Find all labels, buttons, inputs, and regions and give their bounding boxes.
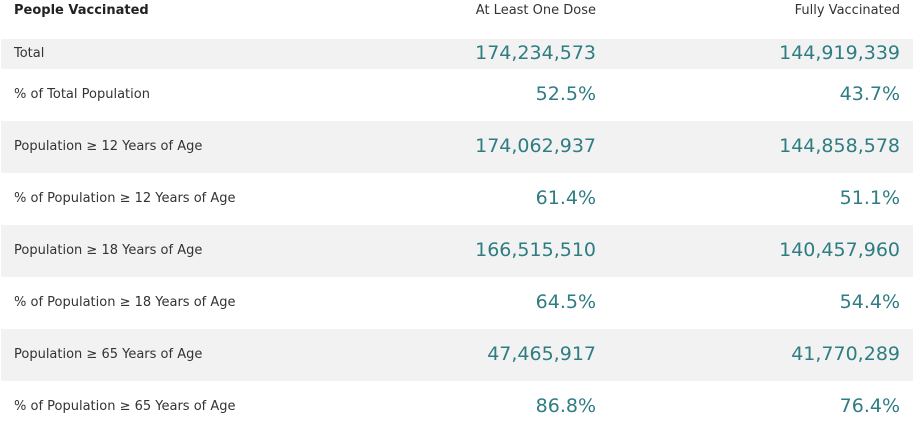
row-label: Population ≥ 65 Years of Age	[14, 347, 203, 362]
fully-vaccinated-value: 140,457,960	[779, 239, 900, 261]
table-row-pop-65: Population ≥ 65 Years of Age 47,465,917 …	[1, 329, 913, 381]
table-row-pct-65: % of Population ≥ 65 Years of Age 86.8% …	[1, 381, 913, 433]
one-dose-value: 166,515,510	[475, 239, 596, 261]
table-row-pct-12: % of Population ≥ 12 Years of Age 61.4% …	[1, 173, 913, 225]
table-header: People Vaccinated At Least One Dose Full…	[1, 0, 913, 32]
row-label: % of Population ≥ 65 Years of Age	[14, 399, 236, 414]
one-dose-value: 174,234,573	[475, 42, 596, 64]
one-dose-value: 61.4%	[535, 187, 596, 209]
fully-vaccinated-value: 144,858,578	[779, 135, 900, 157]
table-row-pop-18: Population ≥ 18 Years of Age 166,515,510…	[1, 225, 913, 277]
table-title: People Vaccinated	[14, 3, 149, 18]
one-dose-value: 47,465,917	[487, 343, 596, 365]
one-dose-value: 64.5%	[535, 291, 596, 313]
one-dose-value: 174,062,937	[475, 135, 596, 157]
fully-vaccinated-value: 51.1%	[839, 187, 900, 209]
row-label: Population ≥ 18 Years of Age	[14, 243, 203, 258]
table-row-pct-18: % of Population ≥ 18 Years of Age 64.5% …	[1, 277, 913, 329]
row-label: Population ≥ 12 Years of Age	[14, 139, 203, 154]
table-row-pct-total: % of Total Population 52.5% 43.7%	[1, 69, 913, 121]
one-dose-value: 86.8%	[535, 395, 596, 417]
fully-vaccinated-value: 76.4%	[839, 395, 900, 417]
table-row-total: Total 174,234,573 144,919,339	[1, 39, 913, 69]
fully-vaccinated-value: 54.4%	[839, 291, 900, 313]
fully-vaccinated-value: 41,770,289	[791, 343, 900, 365]
row-label: % of Total Population	[14, 87, 150, 102]
column-header-one-dose: At Least One Dose	[475, 3, 596, 18]
row-label: % of Population ≥ 18 Years of Age	[14, 295, 236, 310]
one-dose-value: 52.5%	[535, 83, 596, 105]
column-header-fully-vaccinated: Fully Vaccinated	[794, 3, 900, 18]
fully-vaccinated-value: 144,919,339	[779, 42, 900, 64]
table-body: Total 174,234,573 144,919,339 % of Total…	[1, 39, 913, 433]
row-label: % of Population ≥ 12 Years of Age	[14, 191, 236, 206]
table-row-pop-12: Population ≥ 12 Years of Age 174,062,937…	[1, 121, 913, 173]
row-label: Total	[14, 46, 45, 61]
fully-vaccinated-value: 43.7%	[839, 83, 900, 105]
